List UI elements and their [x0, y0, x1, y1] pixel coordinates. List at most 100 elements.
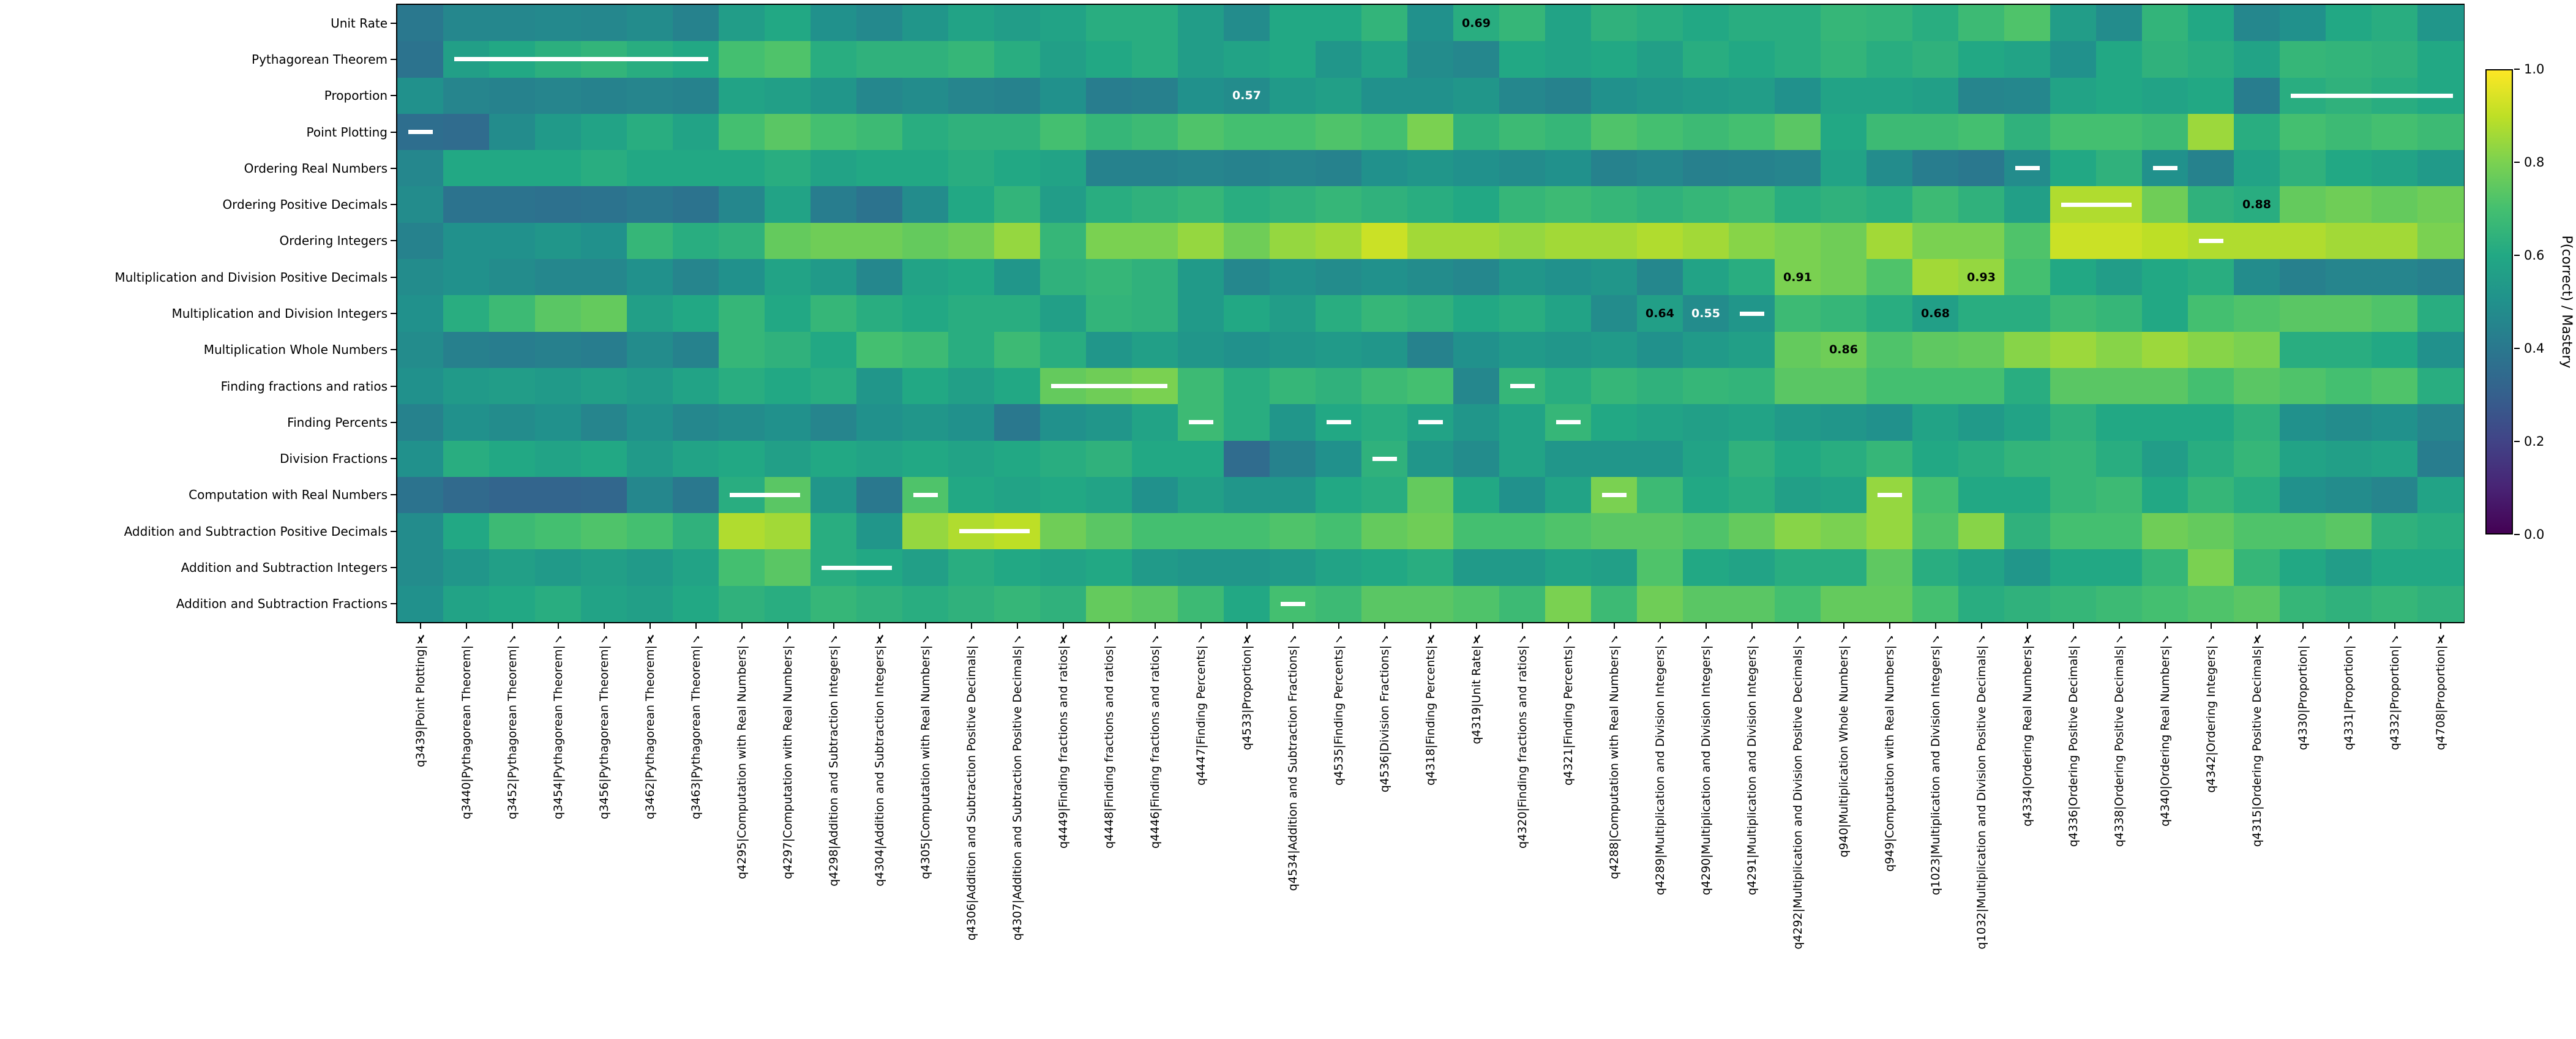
- heatmap-cell: [1270, 113, 1316, 151]
- heatmap-cell: [673, 440, 719, 478]
- heatmap-cell: [581, 295, 627, 332]
- heatmap-cell: [1729, 585, 1775, 623]
- heatmap-cell: [902, 295, 949, 332]
- colorbar-tick-label: 0.8: [2524, 155, 2545, 170]
- heatmap-cell: [673, 549, 719, 587]
- heatmap-cell: [397, 41, 444, 78]
- heatmap-cell: [2004, 295, 2051, 332]
- column-label: q4297|Computation with Real Numbers|✓: [781, 632, 795, 879]
- heatmap-cell: [1499, 150, 1546, 187]
- skill-marker: [2290, 93, 2453, 98]
- x-tick: [1383, 623, 1385, 629]
- heatmap-cell: [1637, 404, 1683, 441]
- heatmap-cell: [902, 5, 949, 42]
- heatmap-cell: [2188, 476, 2234, 514]
- heatmap-cell: [1683, 513, 1729, 550]
- heatmap-cell: [948, 476, 995, 514]
- row-label: Addition and Subtraction Integers: [181, 560, 388, 576]
- heatmap-cell: [535, 259, 582, 296]
- skill-marker: [2198, 238, 2223, 243]
- heatmap-cell: [1958, 5, 2005, 42]
- heatmap-cell: [2142, 331, 2188, 369]
- heatmap-cell: [1591, 222, 1638, 260]
- heatmap-cell: [2326, 513, 2372, 550]
- heatmap-cell: [1040, 113, 1087, 151]
- heatmap-cell: [1912, 513, 1959, 550]
- heatmap-cell: [994, 5, 1041, 42]
- heatmap-cell: [1407, 259, 1454, 296]
- heatmap-cell: [581, 331, 627, 369]
- heatmap-cell: [535, 222, 582, 260]
- heatmap-cell: [1912, 222, 1959, 260]
- heatmap-cell: [811, 331, 857, 369]
- heatmap-cell: [1545, 367, 1592, 405]
- heatmap-cell: [2372, 113, 2418, 151]
- heatmap-cell: [443, 150, 490, 187]
- heatmap-cell: [1407, 113, 1454, 151]
- skill-marker: [913, 492, 938, 497]
- heatmap-cell: [2417, 476, 2464, 514]
- heatmap-cell: [1958, 331, 2005, 369]
- heatmap-cell: [856, 404, 903, 441]
- heatmap-cell: [581, 5, 627, 42]
- heatmap-cell: [1316, 222, 1362, 260]
- x-tick: [833, 623, 834, 629]
- heatmap-cell: [1086, 222, 1133, 260]
- x-tick: [1751, 623, 1753, 629]
- heatmap-cell: [2326, 549, 2372, 587]
- heatmap-cell: [1132, 476, 1178, 514]
- heatmap-cell: [1866, 367, 1913, 405]
- heatmap-cell: [1361, 259, 1408, 296]
- heatmap-cell: [2417, 259, 2464, 296]
- heatmap-cell: [1453, 5, 1500, 42]
- column-label: q4340|Ordering Real Numbers|✓: [2158, 632, 2172, 827]
- heatmap-cell: [1775, 367, 1821, 405]
- skill-marker: [2152, 166, 2177, 171]
- heatmap-cell: [1407, 549, 1454, 587]
- heatmap-cell: [581, 476, 627, 514]
- heatmap-cell: [1545, 476, 1592, 514]
- heatmap-cell: [1086, 186, 1133, 223]
- heatmap-cell: [2234, 222, 2280, 260]
- heatmap-cell: [489, 404, 536, 441]
- heatmap-cell: [1821, 113, 1867, 151]
- heatmap-cell: [948, 186, 995, 223]
- heatmap-cell: [1958, 476, 2005, 514]
- heatmap-cell: [1270, 440, 1316, 478]
- row-label: Proportion: [324, 88, 388, 103]
- heatmap-cell: [2326, 186, 2372, 223]
- heatmap-cell: [1683, 331, 1729, 369]
- heatmap-cell: [811, 222, 857, 260]
- heatmap-cell: [627, 77, 673, 114]
- heatmap-cell: [2280, 222, 2326, 260]
- heatmap-cell: [2004, 404, 2051, 441]
- colorbar-tick-label: 0.2: [2524, 434, 2545, 449]
- heatmap-cell: [1591, 440, 1638, 478]
- heatmap-cell: [1729, 77, 1775, 114]
- x-tick: [1980, 623, 1982, 629]
- heatmap-cell: [1407, 585, 1454, 623]
- column-label: q3439|Point Plotting|✗: [413, 632, 427, 768]
- heatmap-cell: [627, 295, 673, 332]
- heatmap-cell: [811, 367, 857, 405]
- heatmap-cell: [1270, 295, 1316, 332]
- heatmap-cell: [1361, 476, 1408, 514]
- heatmap-cell: [673, 476, 719, 514]
- heatmap-cell: [1316, 77, 1362, 114]
- heatmap-cell: [994, 440, 1041, 478]
- heatmap-cell: [2280, 186, 2326, 223]
- heatmap-cell: [2234, 77, 2280, 114]
- heatmap-cell: [2372, 5, 2418, 42]
- colorbar-tick-label: 0.6: [2524, 248, 2545, 263]
- heatmap-cell: [1178, 295, 1224, 332]
- heatmap-cell: [443, 440, 490, 478]
- heatmap-cell: [397, 440, 444, 478]
- heatmap-cell: [1040, 513, 1087, 550]
- heatmap-cell: [719, 150, 765, 187]
- heatmap-cell: [1591, 513, 1638, 550]
- heatmap-cell: [902, 331, 949, 369]
- skill-marker: [2061, 202, 2132, 207]
- row-label: Multiplication Whole Numbers: [203, 342, 388, 358]
- heatmap-cell: [535, 404, 582, 441]
- heatmap-cell: [397, 222, 444, 260]
